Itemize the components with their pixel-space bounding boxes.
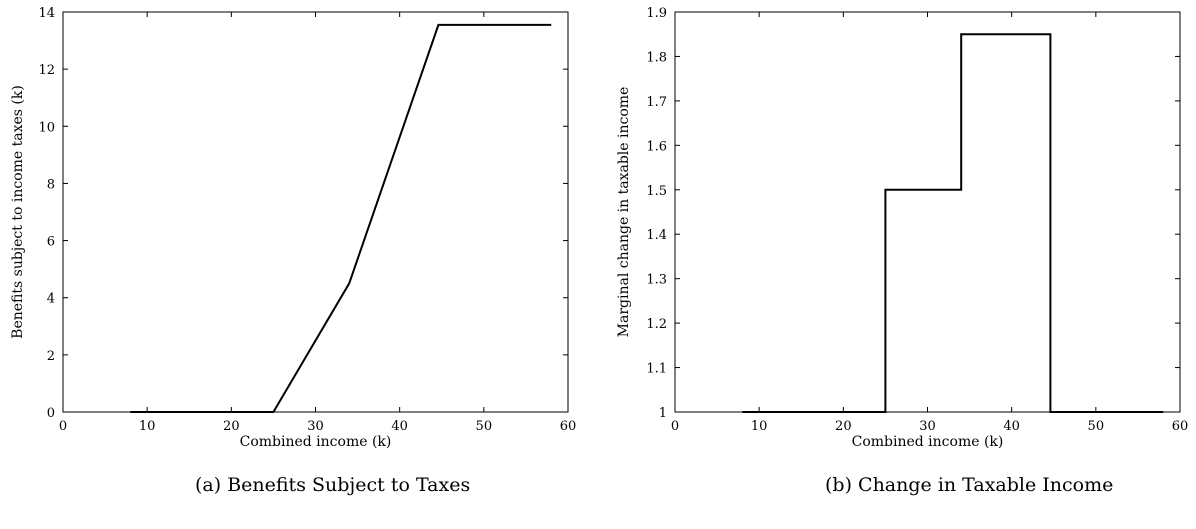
plot-frame: [62, 11, 569, 413]
y-tick-label: 1.8: [646, 50, 667, 65]
chart-panel-b: 0 10 20 30 40 50 60 1 1.1 1.2 1.3 1.4 1.5 1.6 1.7 1.8 1.…: [616, 6, 1188, 496]
y-axis-label: Benefits subject to income taxes (k): [10, 85, 26, 339]
y-tick-label: 0: [47, 406, 55, 421]
y-tick-label: 1.3: [646, 273, 667, 288]
y-tick-label: 14: [38, 6, 55, 21]
x-tick-label: 20: [223, 419, 240, 434]
x-tick-label: 50: [476, 419, 493, 434]
x-tick-label: 0: [59, 419, 67, 434]
x-axis-label: Combined income (k): [240, 434, 392, 450]
series-line: [742, 33, 1164, 413]
x-tick-label: 0: [671, 419, 679, 434]
x-tick-label: 30: [919, 419, 936, 434]
y-tick-label: 1.7: [646, 95, 667, 110]
x-tick-label: 60: [560, 419, 577, 434]
chart-caption: (b) Change in Taxable Income: [825, 474, 1113, 496]
y-tick-label: 1.9: [646, 6, 667, 21]
y-tick-label: 1: [659, 406, 667, 421]
x-tick-label: 20: [835, 419, 852, 434]
x-tick-label: 50: [1088, 419, 1105, 434]
y-tick-label: 12: [38, 63, 55, 78]
x-tick-label: 40: [391, 419, 408, 434]
x-tick-label: 40: [1003, 419, 1020, 434]
x-axis-label: Combined income (k): [852, 434, 1004, 450]
y-tick-label: 1.2: [646, 317, 667, 332]
plot-frame: [674, 11, 1181, 413]
y-tick-label: 1.1: [646, 362, 667, 377]
series-line: [130, 23, 552, 413]
x-tick-label: 10: [751, 419, 768, 434]
y-tick-label: 1.5: [646, 184, 667, 199]
y-tick-label: 8: [47, 177, 55, 192]
y-tick-label: 10: [38, 120, 55, 135]
chart-caption: (a) Benefits Subject to Taxes: [195, 474, 470, 496]
y-tick-label: 6: [47, 235, 55, 250]
chart-panel-a: 0 10 20 30 40 50 60 0 2 4 6 8 10 12 14 Combined income …: [10, 6, 576, 496]
x-tick-label: 30: [307, 419, 324, 434]
x-tick-label: 10: [139, 419, 156, 434]
y-tick-label: 1.4: [646, 228, 667, 243]
y-tick-label: 4: [47, 292, 55, 307]
y-tick-label: 2: [47, 349, 55, 364]
y-tick-label: 1.6: [646, 139, 667, 154]
x-tick-label: 60: [1172, 419, 1189, 434]
y-axis-label: Marginal change in taxable income: [616, 87, 632, 338]
